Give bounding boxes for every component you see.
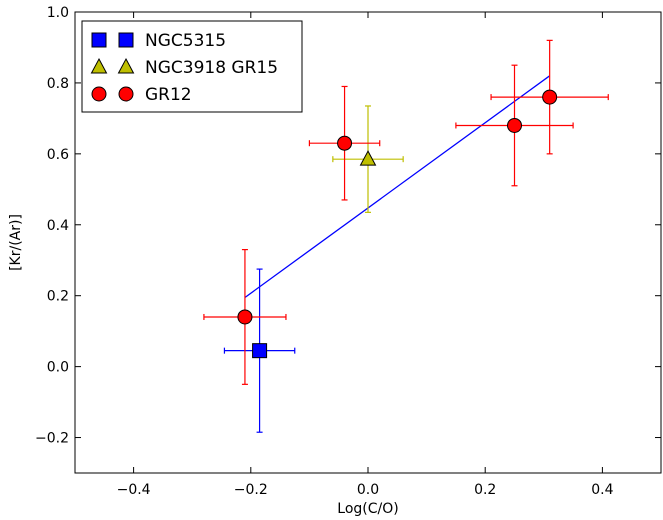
data-point-ngc5315: [252, 343, 268, 359]
legend: NGC5315 NGC3918 GR15 GR12: [81, 20, 303, 113]
x-axis-label: Log(C/O): [337, 501, 398, 517]
y-tick-label: 0.0: [47, 360, 69, 376]
legend-marker-ngc3918-gr15: [90, 57, 108, 74]
x-tick-label: 0.2: [474, 482, 496, 498]
legend-marker-gr12: [91, 86, 107, 102]
legend-label-ngc3918-gr15: NGC3918 GR15: [145, 58, 278, 78]
legend-marker-ngc3918-gr15: [117, 57, 135, 74]
data-point-gr12: [237, 309, 253, 325]
x-tick-label: 0.4: [591, 482, 613, 498]
fit-line: [244, 75, 551, 298]
y-tick-label: 0.4: [47, 218, 69, 234]
y-tick-label: 0.8: [47, 76, 69, 92]
axis-ticks: −0.4 −0.2 0.0 0.2 0.4 −0.2 0.0 0.2 0.4 0.6 0.8 1.0: [35, 5, 661, 498]
y-axis-label: [Kr/(Ar)]: [8, 214, 24, 271]
plot-frame: [74, 11, 662, 474]
legend-label-gr12: GR12: [145, 85, 192, 105]
y-tick-label: 1.0: [47, 5, 69, 21]
legend-label-ngc5315: NGC5315: [145, 31, 226, 51]
x-tick-label: 0.0: [357, 482, 379, 498]
legend-marker-gr12: [118, 86, 134, 102]
y-tick-label: 0.6: [47, 147, 69, 163]
legend-marker-ngc5315: [118, 32, 134, 48]
legend-marker-ngc5315: [91, 32, 107, 48]
data-point-ngc3918-gr15: [359, 150, 377, 166]
plot-area: [203, 39, 609, 433]
x-tick-label: −0.4: [117, 482, 151, 498]
data-point-gr12: [337, 135, 353, 151]
y-tick-label: 0.2: [47, 289, 69, 305]
y-tick-label: −0.2: [35, 431, 69, 447]
x-tick-label: −0.2: [234, 482, 268, 498]
data-point-gr12: [542, 89, 558, 105]
data-point-gr12: [507, 117, 522, 133]
